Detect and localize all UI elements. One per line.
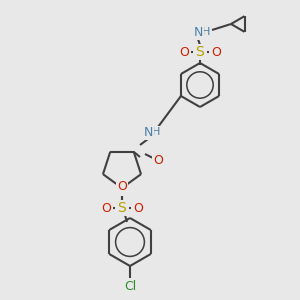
Text: O: O [133,202,143,214]
Text: S: S [196,45,204,59]
Text: O: O [101,202,111,214]
Text: N: N [143,125,153,139]
Text: O: O [117,181,127,194]
Text: Cl: Cl [124,280,136,292]
Text: N: N [193,26,203,38]
Text: N: N [117,182,127,194]
Text: H: H [202,27,210,37]
Text: O: O [153,154,163,166]
Text: O: O [211,46,221,59]
Text: S: S [118,201,126,215]
Text: H: H [152,127,160,137]
Text: O: O [179,46,189,59]
